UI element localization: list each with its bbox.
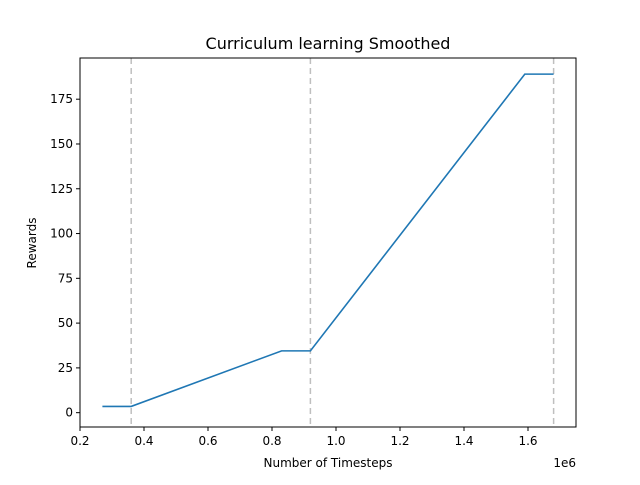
y-tick-label: 25	[58, 361, 73, 375]
y-tick-label: 50	[58, 316, 73, 330]
chart-title: Curriculum learning Smoothed	[206, 34, 451, 53]
x-tick-label: 1.2	[390, 434, 409, 448]
x-tick-label: 0.8	[262, 434, 281, 448]
y-axis-label: Rewards	[25, 218, 39, 269]
y-tick-label: 125	[50, 182, 73, 196]
x-tick-label: 1.0	[326, 434, 345, 448]
stage-boundary-lines	[130, 58, 555, 427]
x-axis-ticks: 0.2 0.4 0.6 0.8 1.0 1.2 1.4 1.6	[70, 427, 538, 448]
series-layer	[102, 73, 554, 408]
plot-frame	[79, 57, 577, 428]
x-tick-label: 1.4	[454, 434, 473, 448]
y-tick-label: 75	[58, 271, 73, 285]
y-tick-label: 100	[50, 227, 73, 241]
y-tick-label: 150	[50, 137, 73, 151]
x-tick-label: 0.2	[70, 434, 89, 448]
x-axis-label: Number of Timesteps	[264, 456, 393, 470]
y-tick-label: 175	[50, 92, 73, 106]
x-axis-offset-label: 1e6	[553, 456, 576, 470]
series-line	[102, 73, 554, 408]
y-tick-label: 0	[65, 406, 73, 420]
x-tick-label: 0.4	[134, 434, 153, 448]
x-tick-label: 1.6	[518, 434, 537, 448]
y-axis-ticks: 0 25 50 75 100 125 150 175	[50, 92, 80, 420]
x-tick-label: 0.6	[198, 434, 217, 448]
